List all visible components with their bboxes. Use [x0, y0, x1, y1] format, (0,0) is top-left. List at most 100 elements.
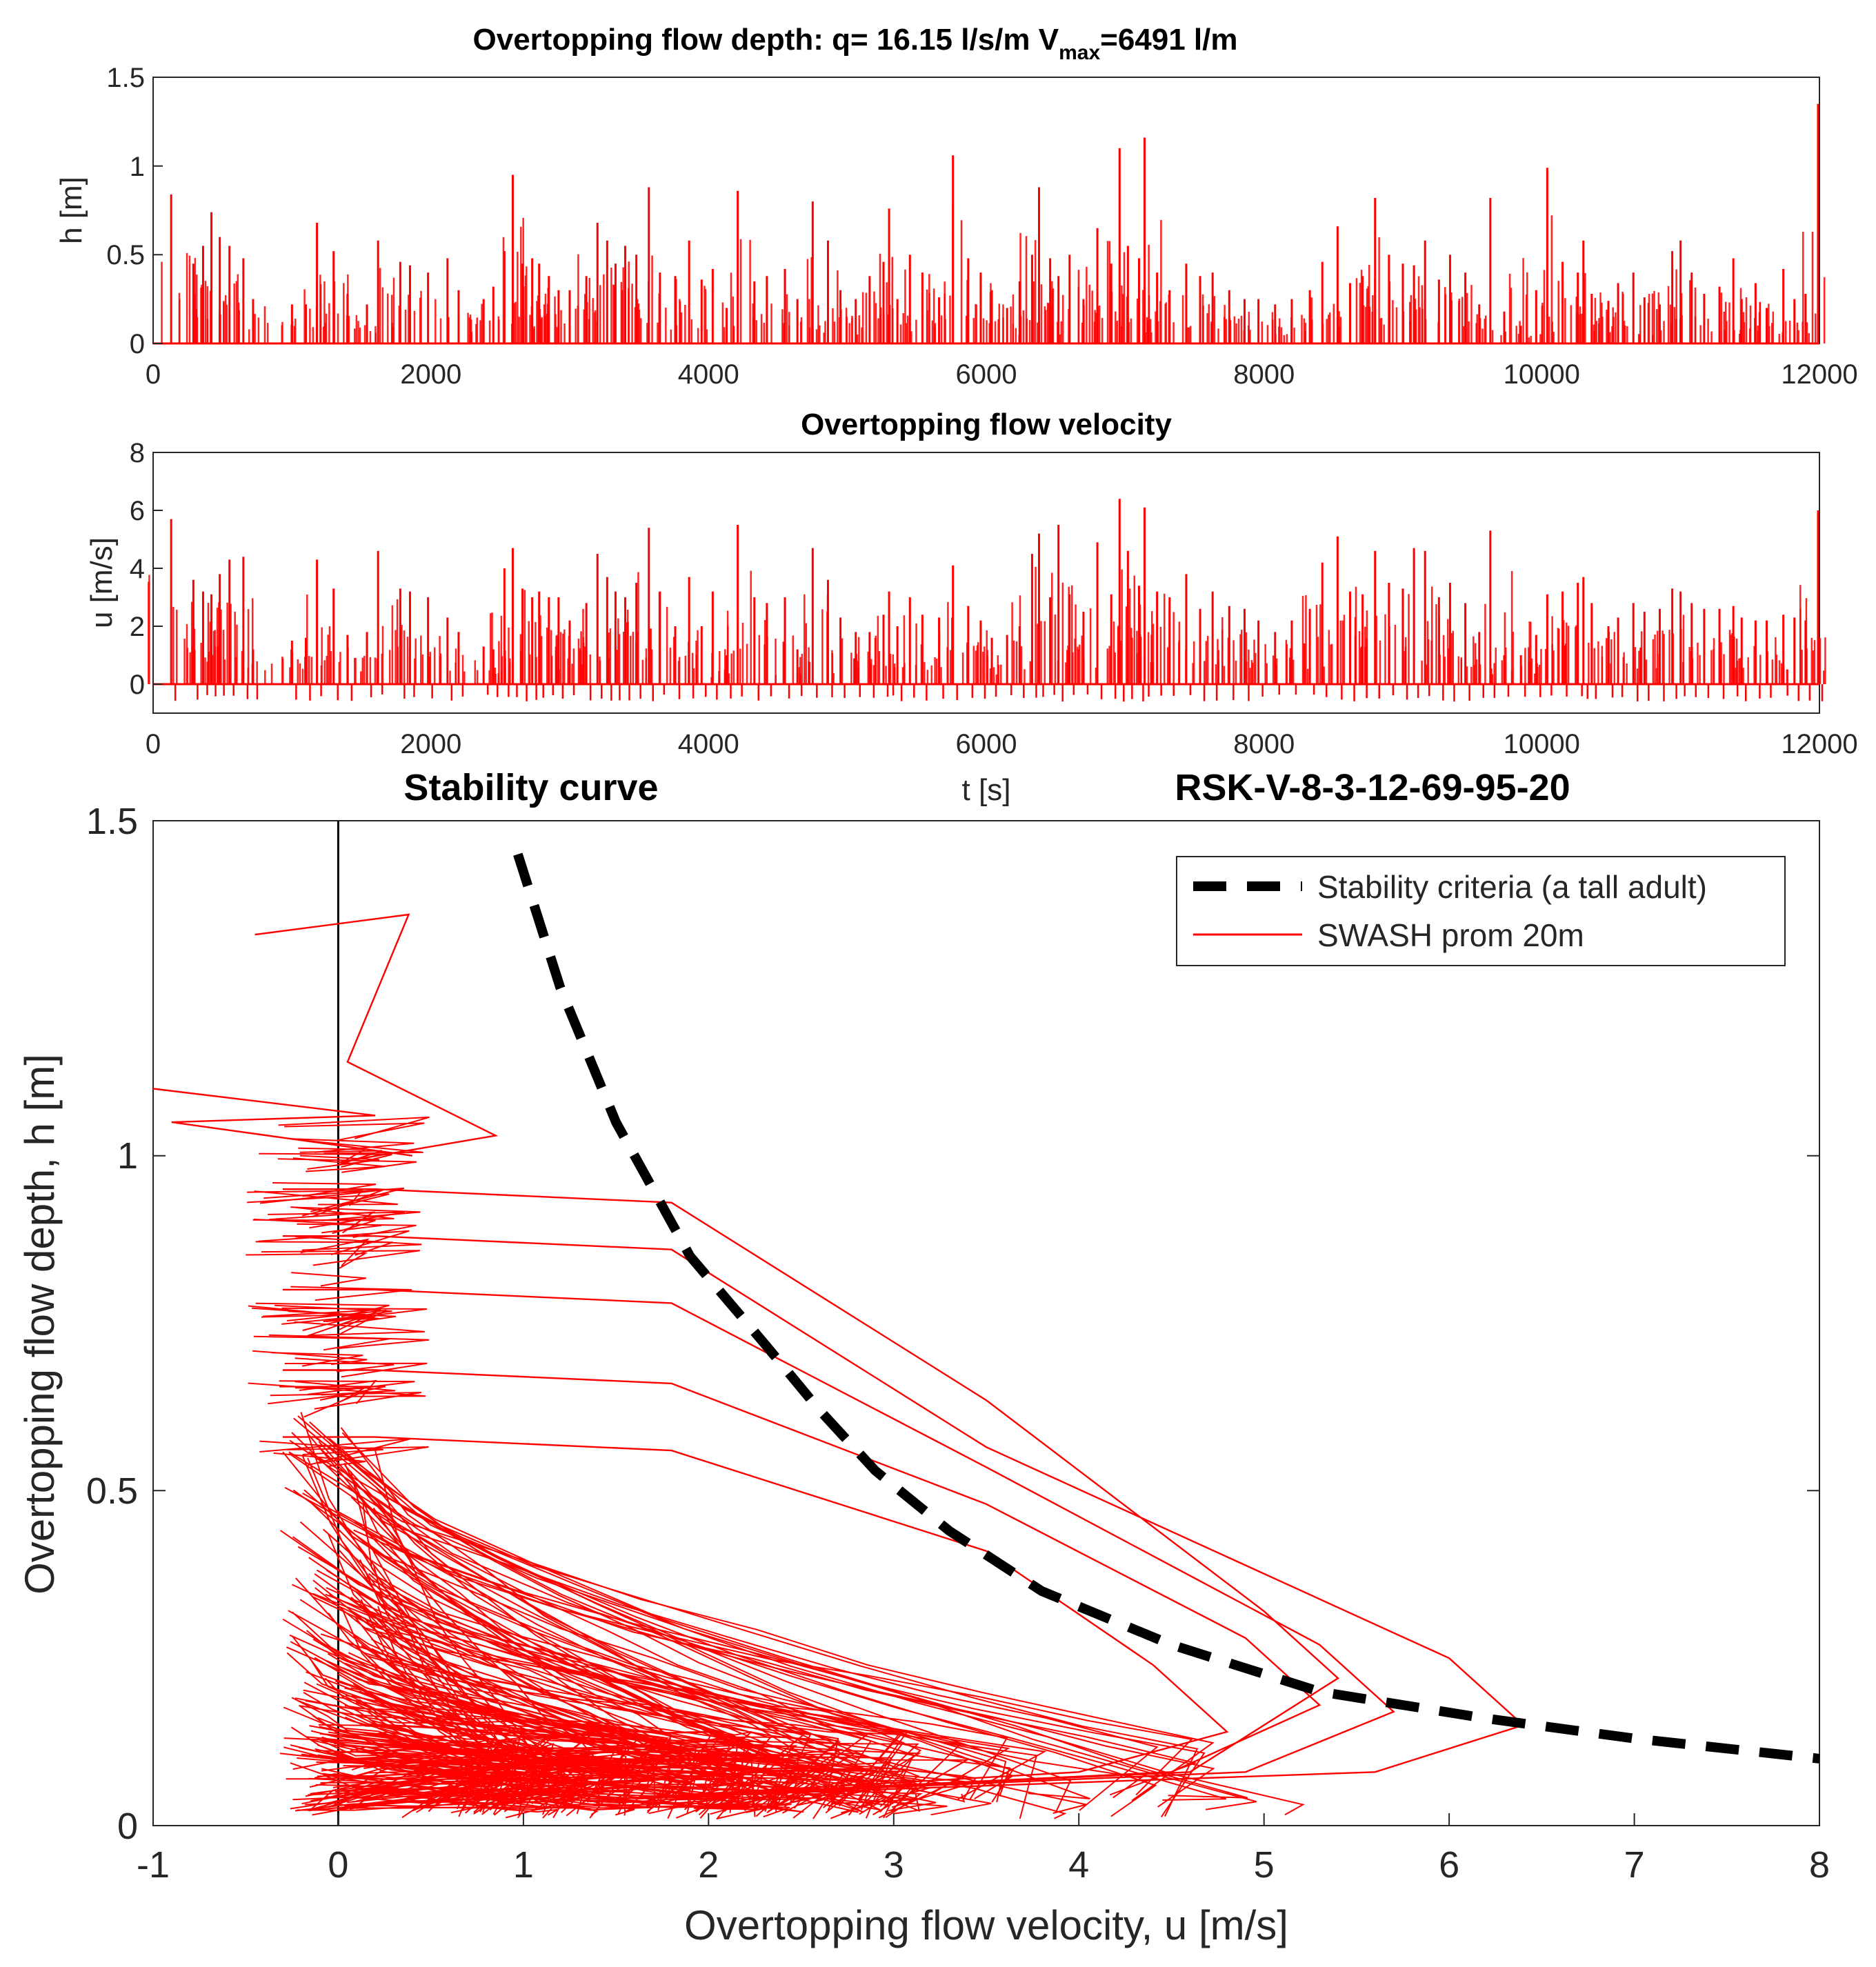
swash-trajectory [295, 1236, 422, 1251]
panel2-xtick: 6000 [956, 729, 1017, 759]
panel1-title: Overtopping flow depth: q= 16.15 l/s/m V… [473, 23, 1238, 64]
velocity-event [1015, 533, 1057, 697]
panel2-xtick: 0 [146, 729, 161, 759]
velocity-event [321, 588, 339, 701]
depth-event [390, 265, 421, 343]
swash-trajectory [282, 1369, 1321, 1800]
swash-trajectory [294, 1321, 425, 1337]
depth-event [612, 254, 648, 343]
swash-trajectory [282, 1188, 1339, 1800]
velocity-event [1799, 510, 1824, 701]
depth-event [1504, 326, 1541, 343]
swash-trajectory [301, 1139, 423, 1155]
swash-trajectory [350, 1687, 840, 1817]
stability-criteria-curve [513, 852, 1820, 1764]
swash-trajectory [322, 1528, 818, 1804]
depth-event [1733, 283, 1770, 343]
swash-trajectory [284, 1362, 428, 1378]
swash-trajectory [317, 1444, 920, 1807]
depth-event [926, 297, 946, 343]
velocity-event [1733, 620, 1769, 699]
swash-trajectory [278, 1116, 430, 1139]
velocity-event [218, 557, 254, 699]
panel2-xtick: 8000 [1233, 729, 1295, 759]
swash-trajectory [289, 1439, 1305, 1816]
panel3-ytick: 1.5 [86, 801, 138, 842]
panel3-ytick: 0 [117, 1806, 138, 1847]
swash-trajectory [287, 1446, 429, 1464]
velocity-event [947, 565, 964, 700]
swash-trajectory [339, 1449, 1257, 1810]
velocity-event [1439, 583, 1475, 702]
velocity-event [1118, 499, 1138, 702]
swash-trajectory [282, 1235, 1525, 1800]
panel2-xtick: 2000 [400, 729, 461, 759]
depth-event [353, 304, 377, 343]
velocity-event [1759, 620, 1781, 698]
depth-event [1106, 148, 1126, 343]
panel1-ytick: 1 [130, 152, 145, 182]
swash-trajectory [297, 1223, 417, 1239]
swash-trajectory [297, 1757, 712, 1813]
depth-event [1679, 293, 1726, 343]
depth-event [1290, 290, 1311, 343]
depth-event [1450, 272, 1487, 343]
panel1-depth-series [153, 103, 1826, 345]
depth-event [730, 190, 751, 343]
swash-trajectory [280, 1530, 872, 1801]
swash-trajectory [255, 1302, 390, 1318]
depth-event [502, 174, 528, 343]
velocity-event [616, 583, 648, 699]
swash-trajectory [356, 1773, 747, 1816]
swash-trajectory [327, 1653, 681, 1797]
depth-event [539, 290, 566, 343]
swash-trajectory [300, 1238, 370, 1267]
panel3-title-left: Stability curve [403, 767, 658, 808]
swash-trajectory [277, 1158, 417, 1173]
panel3-xticks: -1 0 1 2 3 4 5 6 7 8 [137, 1813, 1830, 1886]
depth-event [763, 268, 803, 343]
swash-trajectory [273, 1452, 366, 1468]
panel3-xtick: 2 [698, 1844, 719, 1886]
depth-event [1522, 168, 1559, 343]
swash-trajectory [350, 1746, 491, 1804]
panel2-title: Overtopping flow velocity [801, 408, 1172, 441]
swash-trajectory [259, 1440, 383, 1455]
panel1-xtick: 10000 [1504, 359, 1580, 390]
panel1-xticks: 0 2000 4000 6000 8000 10000 12000 [146, 359, 1858, 390]
velocity-event [1285, 608, 1325, 695]
panel1-xtick: 4000 [678, 359, 739, 390]
velocity-event [1384, 588, 1428, 700]
panel2-xtick: 12000 [1781, 729, 1857, 759]
panel2-xtick: 4000 [678, 729, 739, 759]
swash-trajectory [347, 1784, 558, 1816]
depth-event [760, 276, 790, 343]
panel2-ytick: 8 [130, 438, 145, 468]
swash-trajectory [368, 1690, 671, 1795]
swash-trajectory [270, 1392, 421, 1410]
panel1-ylabel: h [m] [54, 177, 88, 244]
swash-trajectory [352, 1683, 550, 1808]
swash-trajectory [255, 913, 499, 1164]
swash-trajectory [283, 1737, 835, 1809]
swash-trajectory [341, 1607, 548, 1808]
panel2-ylabel: u [m/s] [85, 537, 119, 628]
velocity-event [893, 597, 917, 698]
velocity-event [306, 559, 331, 697]
swash-trajectory [328, 1768, 577, 1808]
panel1-ytick: 0 [130, 329, 145, 359]
swash-trajectory [246, 1252, 368, 1269]
depth-event [628, 187, 653, 343]
depth-event [690, 268, 735, 343]
swash-trajectory [279, 1386, 386, 1401]
panel2-xtick: 10000 [1504, 729, 1580, 759]
swash-trajectory [308, 1557, 805, 1806]
depth-event [1648, 251, 1674, 343]
velocity-event [228, 649, 273, 700]
velocity-event [710, 655, 732, 699]
panel3-xtick: 8 [1809, 1844, 1830, 1886]
swash-trajectory [374, 1449, 554, 1806]
velocity-event [1185, 608, 1226, 701]
swash-trajectory [341, 1432, 922, 1808]
swash-trajectory [292, 1489, 1007, 1803]
